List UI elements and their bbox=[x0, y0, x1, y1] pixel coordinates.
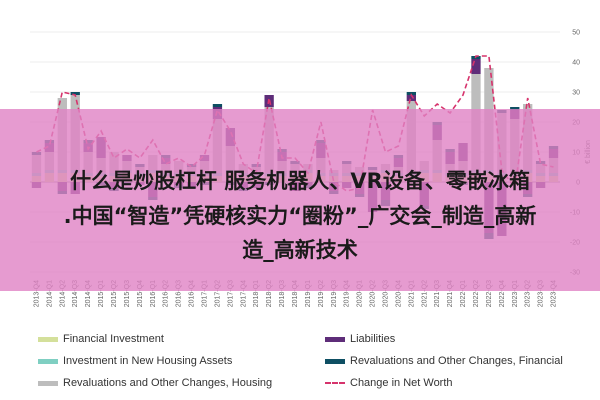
x-tick-label: 2019-Q3 bbox=[331, 280, 338, 307]
x-tick-label: 2016-Q3 bbox=[176, 280, 183, 307]
legend-label: Financial Investment bbox=[63, 333, 164, 345]
x-tick-label: 2022-Q1 bbox=[460, 280, 467, 307]
legend-item-revaluations-housing: Revaluations and Other Changes, Housing bbox=[38, 374, 272, 392]
x-tick-label: 2023-Q1 bbox=[512, 280, 519, 307]
x-tick-label: 2021-Q2 bbox=[421, 280, 428, 307]
x-tick-label: 2020-Q3 bbox=[382, 280, 389, 307]
x-tick-label: 2017-Q1 bbox=[202, 280, 209, 307]
legend-label: Liabilities bbox=[350, 333, 396, 345]
x-tick-label: 2018-Q3 bbox=[279, 280, 286, 307]
legend-dash bbox=[325, 382, 345, 384]
x-tick-label: 2016-Q1 bbox=[150, 280, 157, 307]
x-tick-label: 2022-Q3 bbox=[486, 280, 493, 307]
x-tick-label: 2017-Q3 bbox=[227, 280, 234, 307]
y-tick-label: 50 bbox=[572, 30, 580, 37]
x-tick-label: 2023-Q3 bbox=[538, 280, 545, 307]
x-tick-label: 2021-Q4 bbox=[447, 280, 454, 307]
y-tick-label: 40 bbox=[572, 60, 580, 67]
legend-label: Revaluations and Other Changes, Housing bbox=[63, 377, 273, 389]
legend-item-revaluations-financial: Revaluations and Other Changes, Financia… bbox=[325, 352, 563, 370]
overlay-banner: 什么是炒股杠杆 服务机器人、VR设备、零嵌冰箱 .中国“智造”凭硬核实力“圈粉”… bbox=[0, 109, 600, 291]
x-tick-label: 2020-Q4 bbox=[395, 280, 402, 307]
y-tick-label: 30 bbox=[572, 90, 580, 97]
legend-label: Change in Net Worth bbox=[350, 377, 453, 389]
x-tick-label: 2016-Q4 bbox=[189, 280, 196, 307]
legend-item-change-net-worth: Change in Net Worth bbox=[325, 374, 453, 392]
x-tick-label: 2014-Q2 bbox=[59, 280, 66, 307]
bar-liabilities bbox=[406, 95, 416, 101]
legend-label: Revaluations and Other Changes, Financia… bbox=[350, 355, 563, 367]
chart-legend: Financial Investment Investment in New H… bbox=[38, 330, 598, 394]
x-tick-label: 2021-Q1 bbox=[408, 280, 415, 307]
x-tick-label: 2020-Q2 bbox=[370, 280, 377, 307]
x-tick-label: 2018-Q1 bbox=[253, 280, 260, 307]
legend-item-financial-investment: Financial Investment bbox=[38, 330, 164, 348]
x-tick-label: 2015-Q3 bbox=[124, 280, 131, 307]
x-tick-label: 2021-Q3 bbox=[434, 280, 441, 307]
legend-item-investment-new-housing: Investment in New Housing Assets bbox=[38, 352, 232, 370]
x-tick-label: 2015-Q4 bbox=[137, 280, 144, 307]
x-tick-label: 2019-Q4 bbox=[344, 280, 351, 307]
x-tick-label: 2022-Q4 bbox=[499, 280, 506, 307]
x-tick-label: 2016-Q2 bbox=[163, 280, 170, 307]
bar-revaluations-and-other-changes-financial bbox=[510, 107, 520, 110]
x-tick-label: 2015-Q1 bbox=[98, 280, 105, 307]
legend-swatch bbox=[325, 358, 345, 364]
legend-swatch bbox=[38, 336, 58, 342]
legend-swatch bbox=[38, 380, 58, 386]
legend-swatch bbox=[38, 358, 58, 364]
x-tick-label: 2023-Q2 bbox=[525, 280, 532, 307]
x-tick-label: 2019-Q1 bbox=[305, 280, 312, 307]
bar-revaluations-and-other-changes-financial bbox=[406, 92, 416, 95]
bar-revaluations-and-other-changes-financial bbox=[70, 92, 80, 95]
banner-line-1: 什么是炒股杠杆 服务机器人、VR设备、零嵌冰箱 bbox=[70, 169, 530, 193]
x-tick-label: 2014-Q1 bbox=[46, 280, 53, 307]
legend-item-liabilities: Liabilities bbox=[325, 330, 395, 348]
banner-line-3: 造_高新技术 bbox=[242, 238, 358, 262]
x-tick-label: 2014-Q4 bbox=[85, 280, 92, 307]
x-tick-label: 2023-Q4 bbox=[551, 280, 558, 307]
bar-revaluations-and-other-changes-financial bbox=[212, 104, 223, 107]
x-tick-label: 2018-Q4 bbox=[292, 280, 299, 307]
x-tick-label: 2017-Q4 bbox=[240, 280, 247, 307]
x-tick-label: 2018-Q2 bbox=[266, 280, 273, 307]
x-tick-label: 2013-Q4 bbox=[33, 280, 40, 307]
banner-line-2: .中国“智造”凭硬核实力“圈粉”_广交会_制造_高新 bbox=[63, 204, 537, 228]
bar-liabilities bbox=[471, 59, 481, 74]
legend-label: Investment in New Housing Assets bbox=[63, 355, 233, 367]
x-tick-label: 2022-Q2 bbox=[473, 280, 480, 307]
x-tick-label: 2015-Q2 bbox=[111, 280, 118, 307]
x-tick-label: 2017-Q2 bbox=[214, 280, 221, 307]
x-tick-label: 2020-Q1 bbox=[357, 280, 364, 307]
x-tick-label: 2014-Q3 bbox=[72, 280, 79, 307]
x-tick-label: 2019-Q2 bbox=[318, 280, 325, 307]
legend-swatch bbox=[325, 336, 345, 342]
